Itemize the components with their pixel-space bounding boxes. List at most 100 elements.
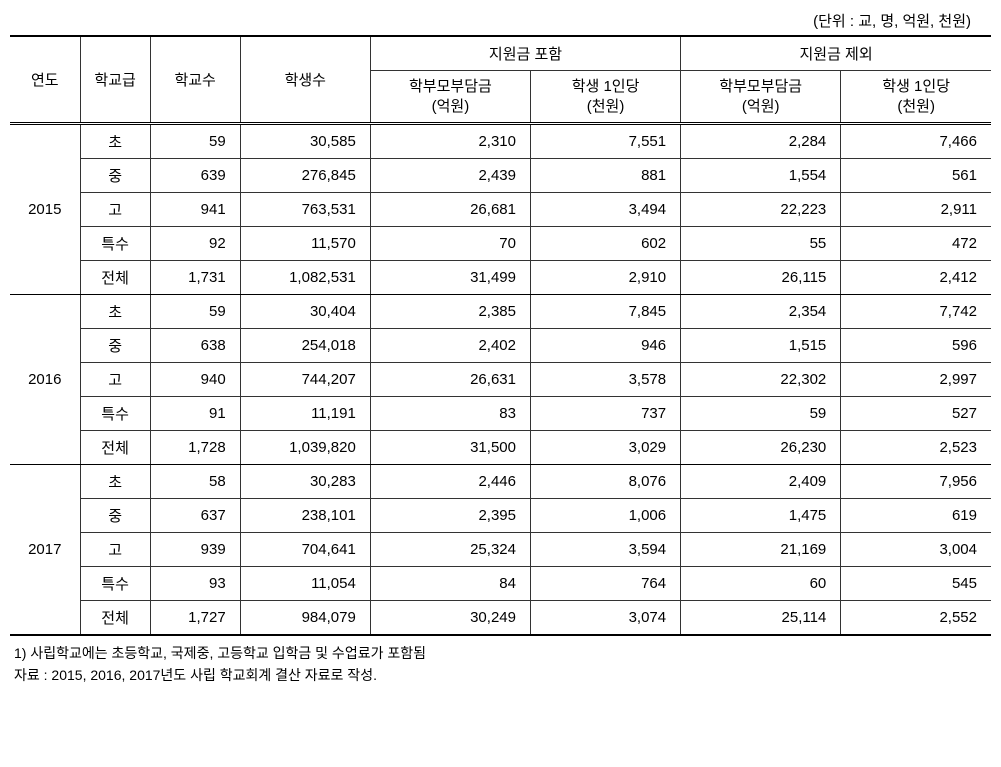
header-inc-per: 학생 1인당 (천원) [530, 71, 680, 124]
schools-cell: 92 [150, 227, 240, 261]
inc-burden-cell: 70 [370, 227, 530, 261]
exc-burden-cell: 2,354 [681, 295, 841, 329]
inc-burden-cell: 30,249 [370, 601, 530, 636]
level-cell: 초 [80, 124, 150, 159]
exc-per-cell: 2,997 [841, 363, 991, 397]
table-row: 고941763,53126,6813,49422,2232,911 [10, 193, 991, 227]
header-school-count: 학교수 [150, 36, 240, 124]
students-cell: 30,283 [240, 465, 370, 499]
students-cell: 11,054 [240, 567, 370, 601]
year-cell: 2017 [10, 465, 80, 636]
inc-burden-cell: 26,631 [370, 363, 530, 397]
header-exclude-support: 지원금 제외 [681, 36, 991, 71]
schools-cell: 941 [150, 193, 240, 227]
table-row: 중637238,1012,3951,0061,475619 [10, 499, 991, 533]
level-cell: 전체 [80, 431, 150, 465]
inc-per-cell: 8,076 [530, 465, 680, 499]
exc-burden-cell: 1,475 [681, 499, 841, 533]
schools-cell: 91 [150, 397, 240, 431]
exc-per-cell: 2,911 [841, 193, 991, 227]
unit-label: (단위 : 교, 명, 억원, 천원) [10, 10, 991, 31]
students-cell: 30,585 [240, 124, 370, 159]
inc-burden-cell: 2,402 [370, 329, 530, 363]
students-cell: 254,018 [240, 329, 370, 363]
inc-burden-cell: 31,500 [370, 431, 530, 465]
inc-burden-cell: 25,324 [370, 533, 530, 567]
inc-per-cell: 764 [530, 567, 680, 601]
schools-cell: 59 [150, 124, 240, 159]
exc-per-cell: 527 [841, 397, 991, 431]
header-inc-burden-l1: 학부모부담금 [409, 78, 492, 95]
schools-cell: 939 [150, 533, 240, 567]
exc-burden-cell: 2,284 [681, 124, 841, 159]
exc-per-cell: 7,742 [841, 295, 991, 329]
students-cell: 763,531 [240, 193, 370, 227]
footnote-source: 자료 : 2015, 2016, 2017년도 사립 학교회계 결산 자료로 작… [14, 664, 991, 686]
exc-per-cell: 472 [841, 227, 991, 261]
header-exc-per-l2: (천원) [897, 98, 935, 115]
inc-burden-cell: 26,681 [370, 193, 530, 227]
table-row: 특수9311,0548476460545 [10, 567, 991, 601]
inc-per-cell: 1,006 [530, 499, 680, 533]
table-row: 중638254,0182,4029461,515596 [10, 329, 991, 363]
exc-per-cell: 561 [841, 159, 991, 193]
exc-burden-cell: 2,409 [681, 465, 841, 499]
inc-per-cell: 7,845 [530, 295, 680, 329]
students-cell: 984,079 [240, 601, 370, 636]
exc-burden-cell: 25,114 [681, 601, 841, 636]
level-cell: 특수 [80, 567, 150, 601]
table-row: 특수9211,5707060255472 [10, 227, 991, 261]
table-row: 2017초5830,2832,4468,0762,4097,956 [10, 465, 991, 499]
level-cell: 초 [80, 465, 150, 499]
students-cell: 704,641 [240, 533, 370, 567]
header-exc-burden-l1: 학부모부담금 [719, 78, 802, 95]
inc-burden-cell: 2,439 [370, 159, 530, 193]
inc-per-cell: 7,551 [530, 124, 680, 159]
header-exc-burden: 학부모부담금 (억원) [681, 71, 841, 124]
exc-per-cell: 596 [841, 329, 991, 363]
inc-burden-cell: 2,310 [370, 124, 530, 159]
header-inc-burden-l2: (억원) [432, 98, 470, 115]
schools-cell: 1,728 [150, 431, 240, 465]
inc-per-cell: 2,910 [530, 261, 680, 295]
header-include-support: 지원금 포함 [370, 36, 680, 71]
header-inc-burden: 학부모부담금 (억원) [370, 71, 530, 124]
year-cell: 2016 [10, 295, 80, 465]
header-student-count: 학생수 [240, 36, 370, 124]
schools-cell: 637 [150, 499, 240, 533]
header-inc-per-l1: 학생 1인당 [572, 78, 640, 95]
inc-per-cell: 3,594 [530, 533, 680, 567]
level-cell: 중 [80, 159, 150, 193]
inc-burden-cell: 2,446 [370, 465, 530, 499]
header-school-level: 학교급 [80, 36, 150, 124]
inc-per-cell: 737 [530, 397, 680, 431]
level-cell: 고 [80, 363, 150, 397]
students-cell: 30,404 [240, 295, 370, 329]
header-year: 연도 [10, 36, 80, 124]
exc-per-cell: 619 [841, 499, 991, 533]
schools-cell: 1,731 [150, 261, 240, 295]
header-inc-per-l2: (천원) [587, 98, 625, 115]
footnotes: 1) 사립학교에는 초등학교, 국제중, 고등학교 입학금 및 수업료가 포함됨… [10, 642, 991, 687]
table-row: 전체1,7281,039,82031,5003,02926,2302,523 [10, 431, 991, 465]
inc-burden-cell: 2,385 [370, 295, 530, 329]
schools-cell: 638 [150, 329, 240, 363]
inc-per-cell: 881 [530, 159, 680, 193]
inc-burden-cell: 31,499 [370, 261, 530, 295]
schools-cell: 1,727 [150, 601, 240, 636]
schools-cell: 58 [150, 465, 240, 499]
exc-burden-cell: 59 [681, 397, 841, 431]
inc-per-cell: 3,074 [530, 601, 680, 636]
inc-per-cell: 3,578 [530, 363, 680, 397]
schools-cell: 93 [150, 567, 240, 601]
exc-per-cell: 7,956 [841, 465, 991, 499]
table-row: 전체1,727984,07930,2493,07425,1142,552 [10, 601, 991, 636]
level-cell: 전체 [80, 601, 150, 636]
level-cell: 중 [80, 329, 150, 363]
footnote-1: 1) 사립학교에는 초등학교, 국제중, 고등학교 입학금 및 수업료가 포함됨 [14, 642, 991, 664]
inc-per-cell: 3,494 [530, 193, 680, 227]
level-cell: 특수 [80, 227, 150, 261]
students-cell: 1,039,820 [240, 431, 370, 465]
table-row: 고940744,20726,6313,57822,3022,997 [10, 363, 991, 397]
inc-per-cell: 946 [530, 329, 680, 363]
